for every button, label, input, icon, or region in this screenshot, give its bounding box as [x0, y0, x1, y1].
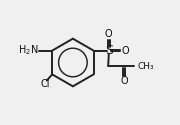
Text: Cl: Cl — [41, 79, 50, 89]
Text: H$_2$N: H$_2$N — [18, 43, 38, 57]
Text: O: O — [105, 29, 113, 39]
Text: O: O — [121, 46, 129, 56]
Text: S: S — [105, 44, 113, 57]
Text: O: O — [120, 76, 128, 86]
Text: CH₃: CH₃ — [138, 62, 154, 71]
